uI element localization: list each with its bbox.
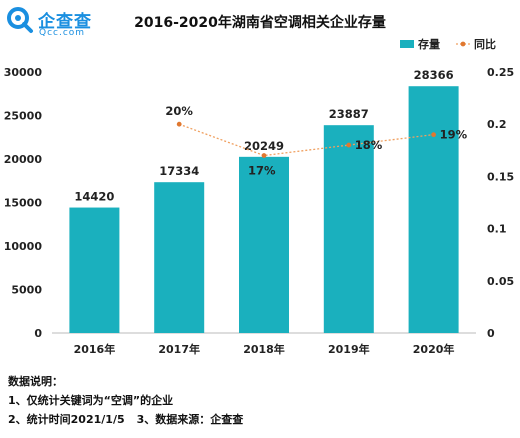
yoy-point (176, 121, 182, 127)
y-left-tick-label: 15000 (4, 197, 43, 210)
bar (323, 125, 374, 333)
notes-time: 2、统计时间2021/1/5 (8, 413, 125, 426)
x-category-label: 2017年 (158, 342, 200, 356)
bar-value-label: 23887 (329, 107, 369, 121)
chart-title: 2016-2020年湖南省空调相关企业存量 (134, 15, 386, 31)
logo-name-en: Qcc.com (39, 28, 86, 38)
bar (154, 182, 205, 333)
bar (239, 156, 289, 333)
y-right-tick-label: 0 (487, 327, 495, 340)
y-left-tick-label: 0 (34, 327, 42, 340)
logo-name-cn: 企查查 (38, 12, 92, 32)
yoy-value-label: 20% (165, 104, 193, 118)
qcc-logo: 企查查 Qcc.com (6, 4, 116, 44)
data-notes: 数据说明： 1、仅统计关键词为“空调”的企业 2、统计时间2021/1/5 3、数… (8, 372, 243, 429)
x-category-label: 2016年 (74, 342, 116, 356)
notes-line-1: 1、仅统计关键词为“空调”的企业 (8, 394, 174, 407)
notes-line-2: 2、统计时间2021/1/5 3、数据来源：企查查 (8, 410, 243, 429)
yoy-value-label: 18% (355, 138, 383, 152)
yoy-point (346, 142, 352, 148)
y-left-tick-label: 30000 (4, 66, 43, 79)
bar-value-label: 14420 (74, 190, 114, 204)
yoy-value-label: 17% (248, 164, 276, 178)
yoy-line (178, 123, 434, 157)
bar-line-chart: 0 5000 10000 15000 20000 25000 30000 0 0.05 0.1 0.… (4, 37, 514, 356)
y-right-tick-label: 0.1 (487, 223, 507, 236)
legend-label-bar: 存量 (418, 37, 440, 51)
yoy-point (261, 153, 267, 158)
y-left-tick-label: 10000 (4, 240, 43, 253)
bar (69, 207, 120, 333)
x-category-label: 2019年 (328, 342, 370, 356)
y-right-tick-label: 0.05 (487, 275, 514, 288)
yoy-value-label: 19% (440, 128, 468, 142)
x-category-label: 2018年 (243, 342, 285, 356)
yoy-point (431, 132, 436, 138)
bar-value-label: 17334 (159, 164, 199, 178)
notes-heading: 数据说明： (8, 375, 63, 388)
y-right-tick-label: 0.15 (487, 170, 514, 183)
y-left-tick-label: 20000 (4, 153, 43, 166)
legend-label-line: 同比 (474, 37, 496, 51)
legend-swatch-bar (400, 40, 414, 48)
magnifier-logo-icon (7, 7, 33, 33)
bar-value-label: 20249 (244, 139, 284, 153)
y-left-tick-label: 5000 (11, 284, 42, 297)
bar (408, 86, 459, 334)
legend-marker-line (460, 41, 466, 47)
notes-source: 3、数据来源：企查查 (136, 413, 244, 426)
x-category-label: 2020年 (413, 342, 455, 356)
y-left-tick-label: 25000 (4, 110, 43, 123)
y-right-tick-label: 0.2 (487, 118, 507, 131)
y-right-tick-label: 0.25 (487, 66, 514, 79)
bar-value-label: 28366 (414, 68, 454, 82)
